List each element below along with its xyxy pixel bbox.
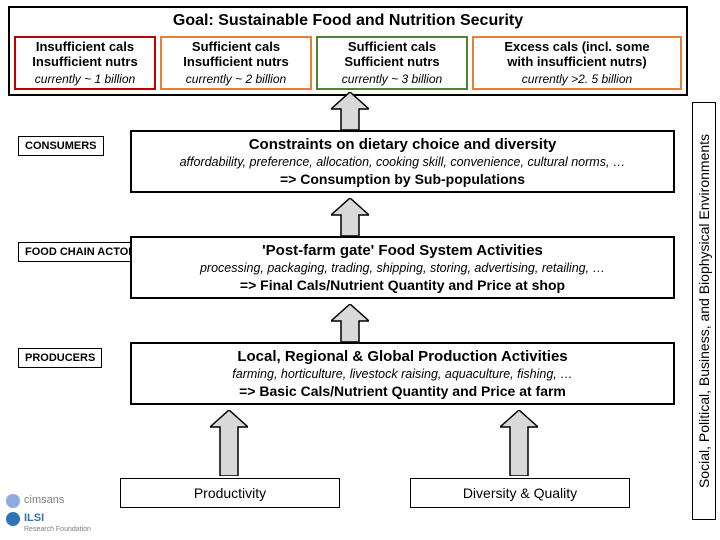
arrow-shape: [210, 410, 248, 476]
producers-out: => Basic Cals/Nutrient Quantity and Pric…: [138, 383, 667, 399]
category-line1: Excess cals (incl. some: [478, 40, 676, 55]
category-sub: currently ~ 3 billion: [322, 72, 462, 86]
arrow-up-2: [331, 198, 369, 236]
logos: cimsans ILSI Research Foundation: [6, 490, 96, 534]
producers-title: Local, Regional & Global Production Acti…: [138, 348, 667, 365]
category-line2: Insufficient nutrs: [20, 55, 150, 70]
category-line1: Sufficient cals: [322, 40, 462, 55]
food-chain-out: => Final Cals/Nutrient Quantity and Pric…: [138, 277, 667, 293]
side-environment-label: Social, Political, Business, and Biophys…: [692, 102, 716, 520]
consumers-stage: Constraints on dietary choice and divers…: [130, 130, 675, 193]
category-sub: currently ~ 1 billion: [20, 72, 150, 86]
producers-stage: Local, Regional & Global Production Acti…: [130, 342, 675, 405]
logo-ilsi-sub: Research Foundation: [24, 526, 96, 534]
consumers-sub: affordability, preference, allocation, c…: [138, 155, 667, 169]
arrow-shape: [331, 304, 369, 342]
logo-cimsans-text: cimsans: [24, 494, 64, 507]
logo-dot-2: [6, 512, 20, 526]
arrow-up-3: [331, 304, 369, 342]
category-line2: with insufficient nutrs): [478, 55, 676, 70]
goal-title: Goal: Sustainable Food and Nutrition Sec…: [10, 8, 686, 34]
category-sub: currently ~ 2 billion: [166, 72, 306, 86]
goal-block: Goal: Sustainable Food and Nutrition Sec…: [8, 6, 688, 96]
arrow-shape: [500, 410, 538, 476]
consumers-title: Constraints on dietary choice and divers…: [138, 136, 667, 153]
category-0: Insufficient calsInsufficient nutrs curre…: [14, 36, 156, 90]
side-environment-text: Social, Political, Business, and Biophys…: [696, 134, 712, 488]
category-line2: Sufficient nutrs: [322, 55, 462, 70]
categories-row: Insufficient calsInsufficient nutrscurre…: [10, 34, 686, 94]
producers-sub: farming, horticulture, livestock raising…: [138, 367, 667, 381]
food-chain-sub: processing, packaging, trading, shipping…: [138, 261, 667, 275]
diversity-box: Diversity & Quality: [410, 478, 630, 508]
logo-ilsi: ILSI: [6, 512, 96, 526]
category-1: Sufficient calsInsufficient nutrs current…: [160, 36, 312, 90]
category-sub: currently >2. 5 billion: [478, 72, 676, 86]
consumers-out: => Consumption by Sub-populations: [138, 171, 667, 187]
arrow-up-4r: [500, 410, 538, 476]
productivity-box: Productivity: [120, 478, 340, 508]
category-3: Excess cals (incl. somewith insufficient…: [472, 36, 682, 90]
arrow-up-4l: [210, 410, 248, 476]
food-chain-title: 'Post-farm gate' Food System Activities: [138, 242, 667, 259]
producers-label: PRODUCERS: [18, 348, 102, 368]
arrow-up-1: [331, 92, 369, 130]
category-line1: Insufficient cals: [20, 40, 150, 55]
arrow-shape: [331, 198, 369, 236]
category-line2: Insufficient nutrs: [166, 55, 306, 70]
consumers-label: CONSUMERS: [18, 136, 104, 156]
logo-ilsi-text: ILSI: [24, 512, 44, 525]
logo-cimsans: cimsans: [6, 494, 96, 508]
category-line1: Sufficient cals: [166, 40, 306, 55]
logo-dot-1: [6, 494, 20, 508]
food-chain-stage: 'Post-farm gate' Food System Activities …: [130, 236, 675, 299]
category-2: Sufficient calsSufficient nutrs currently…: [316, 36, 468, 90]
arrow-shape: [331, 92, 369, 130]
